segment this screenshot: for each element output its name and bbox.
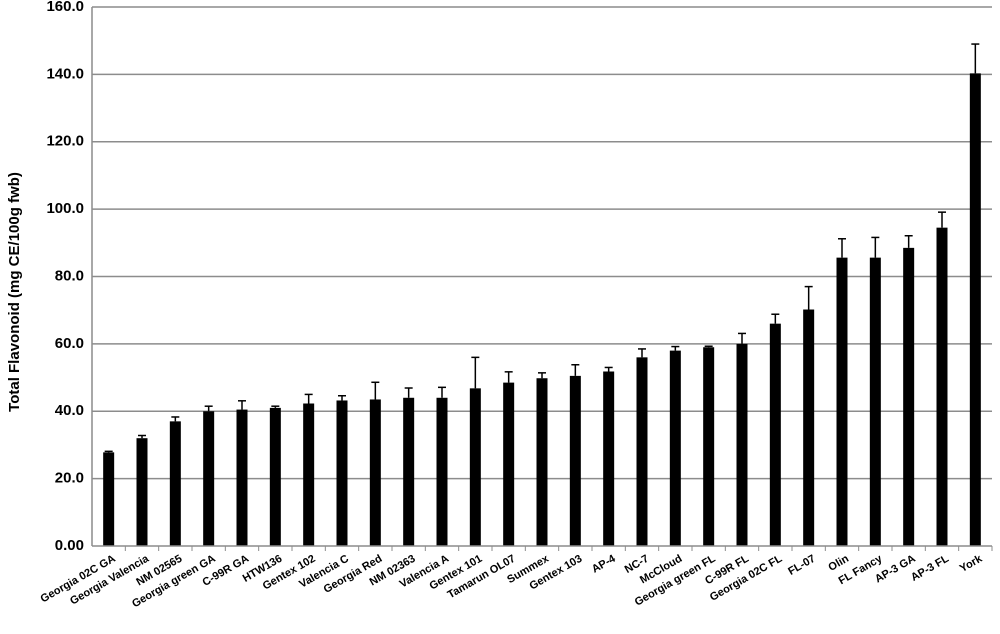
bar [803,309,815,546]
bar [869,257,881,546]
y-tick-label: 20.0 [55,470,84,487]
y-tick-label: 100.0 [46,200,84,217]
bar [203,411,215,546]
bar [103,452,115,546]
bar [969,73,981,546]
bar [769,323,781,546]
y-tick-label: 80.0 [55,267,84,284]
y-tick-label: 0.00 [55,537,84,554]
bar [169,421,181,546]
y-tick-label: 120.0 [46,133,84,150]
bar [269,407,281,546]
bar [569,375,581,546]
bar [436,397,448,546]
y-tick-label: 40.0 [55,402,84,419]
bar [336,400,348,546]
x-tick-label: York [958,552,985,575]
bar [403,397,415,546]
axes [91,7,993,551]
bar [469,388,481,546]
bar [236,409,248,546]
y-tick-label: 140.0 [46,65,84,82]
x-tick-label: FL-07 [786,553,817,578]
bar [903,247,915,546]
bar [369,399,381,546]
bar [536,378,548,546]
bar [703,347,715,546]
y-axis-label: Total Flavonoid (mg CE/100g fwb) [6,172,23,412]
bar [936,227,948,546]
bar [503,382,515,546]
x-tick-label: AP-4 [590,552,618,575]
bar [303,403,315,546]
bar [636,357,648,546]
bars [103,73,981,546]
bar [836,257,848,546]
bar [736,343,748,546]
bar [669,350,681,546]
x-tick-label: AP-3 FL [909,553,951,584]
y-tick-labels: 0.00 20.0 40.0 60.0 80.0 100.0 120.0 140.0 160.0 [46,0,84,554]
y-tick-label: 60.0 [55,335,84,352]
error-bars [104,43,980,453]
bar [136,438,148,546]
bar [603,371,615,546]
y-tick-label: 160.0 [46,0,84,15]
